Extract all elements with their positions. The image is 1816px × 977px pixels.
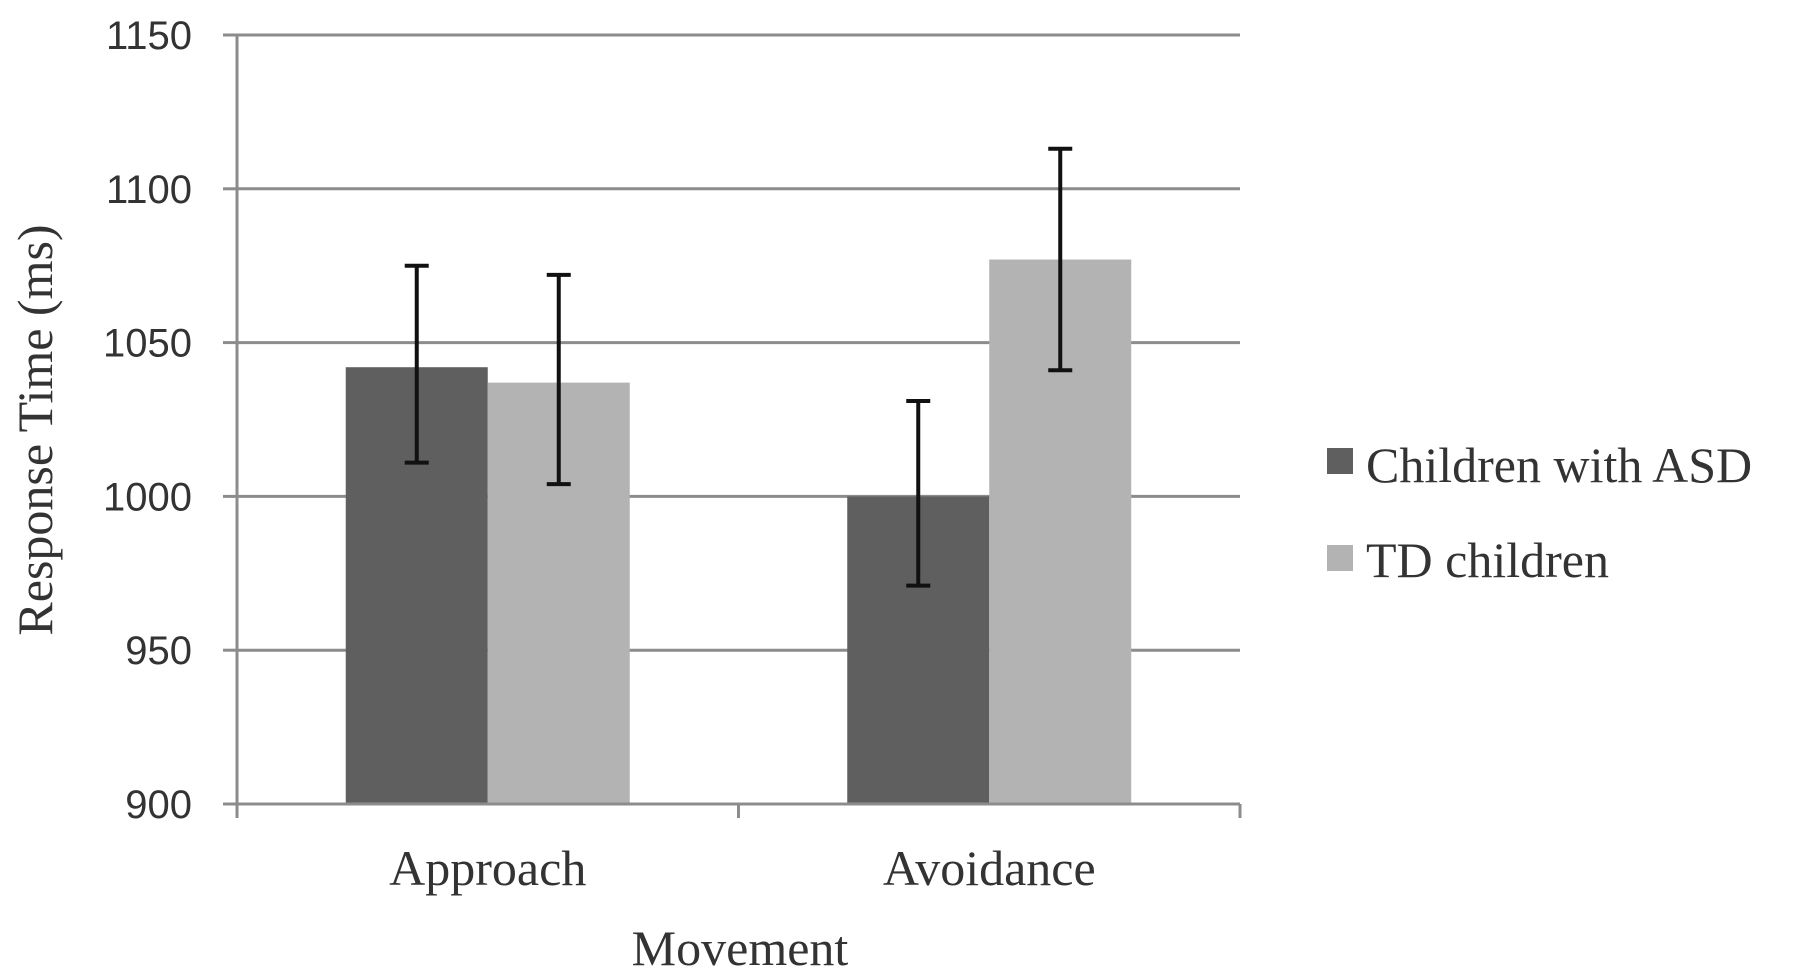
axes bbox=[235, 35, 1242, 818]
y-tick-label: 1150 bbox=[106, 14, 192, 58]
error-bar bbox=[906, 399, 931, 588]
y-tick-label: 1050 bbox=[103, 322, 192, 366]
error-bar bbox=[546, 272, 571, 487]
y-tick-label: 950 bbox=[125, 629, 192, 673]
error-bar bbox=[1048, 146, 1073, 373]
legend-swatch-td-children bbox=[1327, 545, 1353, 571]
y-tick-label: 900 bbox=[125, 783, 192, 827]
bars bbox=[345, 259, 1132, 805]
legend-label-children-with-asd: Children with ASD bbox=[1366, 437, 1752, 493]
error-bars bbox=[404, 146, 1073, 588]
x-category-labels: Approach Avoidance bbox=[389, 840, 1096, 896]
x-axis-title: Movement bbox=[632, 920, 849, 976]
legend-swatch-children-with-asd bbox=[1327, 448, 1353, 474]
legend: Children with ASD TD children bbox=[1327, 437, 1752, 588]
x-category-label: Approach bbox=[389, 840, 586, 896]
y-axis-title: Response Time (ms) bbox=[7, 224, 63, 635]
x-category-label: Avoidance bbox=[883, 840, 1096, 896]
y-tick-labels: 900 950 1000 1050 1100 1150 bbox=[103, 14, 192, 827]
legend-label-td-children: TD children bbox=[1366, 532, 1609, 588]
y-tick-label: 1100 bbox=[106, 168, 192, 212]
y-tick-label: 1000 bbox=[103, 475, 192, 519]
error-bar bbox=[404, 263, 429, 465]
